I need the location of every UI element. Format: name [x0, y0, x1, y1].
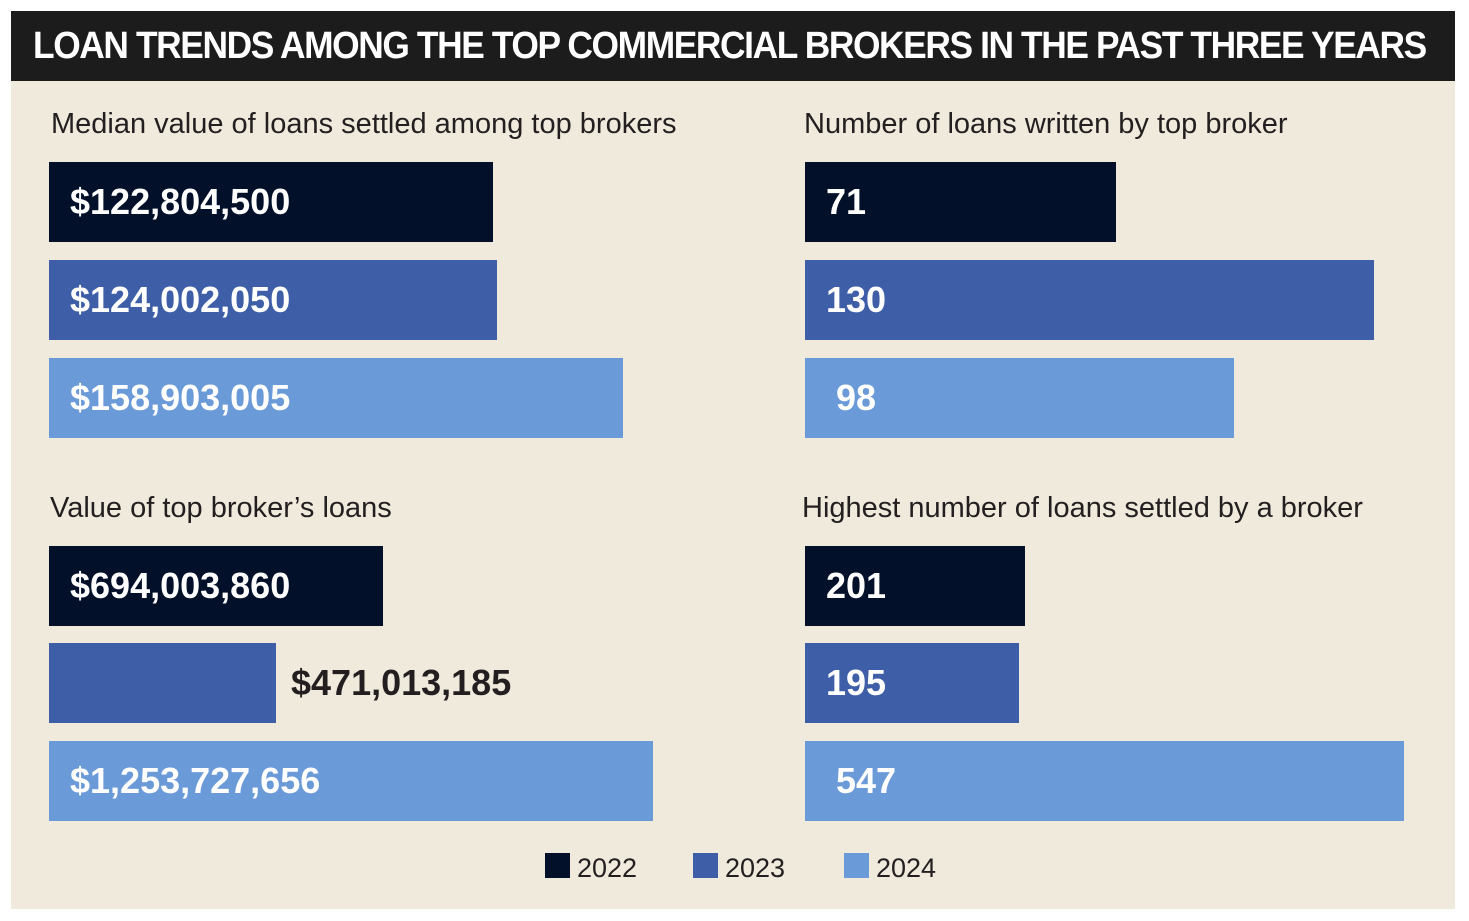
bar-value-label-2024: 98: [836, 377, 877, 418]
legend-swatch-2024: [844, 853, 869, 878]
panel-title: Number of loans written by top broker: [804, 108, 1288, 140]
panel-title: Highest number of loans settled by a bro…: [802, 492, 1363, 524]
bar-2023: [49, 643, 276, 723]
bar-value-label-2024: $158,903,005: [70, 377, 291, 418]
legend-label-2022: 2022: [577, 853, 638, 883]
bar-2022: [805, 162, 1116, 242]
panel-title: Value of top broker’s loans: [50, 492, 392, 524]
bar-2024: [49, 358, 623, 438]
legend-swatch-2023: [693, 853, 718, 878]
bar-value-label-2022: 201: [826, 565, 887, 606]
bar-value-label-2023: $471,013,185: [291, 662, 512, 703]
panel-title: Median value of loans settled among top …: [51, 108, 677, 140]
bar-2023: [805, 643, 1019, 723]
bar-2022: [49, 546, 383, 626]
chart-title: LOAN TRENDS AMONG THE TOP COMMERCIAL BRO…: [33, 25, 1427, 67]
legend-label-2024: 2024: [876, 853, 937, 883]
bar-value-label-2024: $1,253,727,656: [70, 760, 321, 801]
bar-value-label-2022: $694,003,860: [70, 565, 291, 606]
bar-2022: [805, 546, 1025, 626]
bar-2024: [805, 741, 1404, 821]
legend-swatch-2022: [545, 853, 570, 878]
bar-2022: [49, 162, 493, 242]
legend-label-2023: 2023: [725, 853, 786, 883]
bar-value-label-2022: $122,804,500: [70, 181, 291, 222]
bar-value-label-2023: $124,002,050: [70, 279, 291, 320]
bar-2023: [49, 260, 497, 340]
bar-2024: [805, 358, 1234, 438]
bar-2023: [805, 260, 1374, 340]
bar-value-label-2023: 130: [826, 279, 887, 320]
bar-2024: [49, 741, 653, 821]
bar-value-label-2024: 547: [836, 760, 897, 801]
title-bar: LOAN TRENDS AMONG THE TOP COMMERCIAL BRO…: [11, 11, 1455, 81]
bar-value-label-2023: 195: [826, 662, 887, 703]
bar-value-label-2022: 71: [826, 181, 867, 222]
